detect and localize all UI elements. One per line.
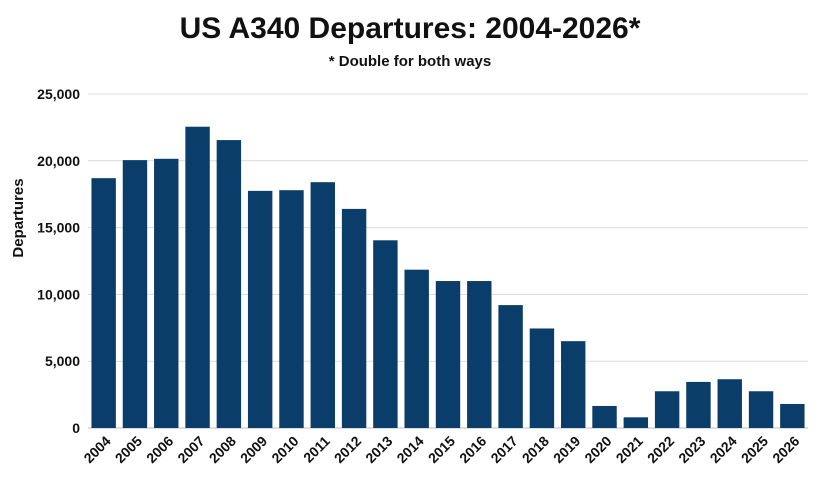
y-tick-label: 0 [72, 420, 80, 436]
y-tick-label: 15,000 [37, 220, 80, 236]
x-tick-label: 2012 [331, 433, 364, 466]
y-tick-label: 25,000 [37, 86, 80, 102]
bar-2025 [748, 391, 774, 428]
x-tick-label: 2007 [174, 433, 207, 466]
bar-2005 [122, 160, 148, 428]
y-tick-label: 20,000 [37, 153, 80, 169]
bar-2009 [247, 190, 273, 428]
x-tick-label: 2023 [675, 433, 708, 466]
x-tick-label: 2019 [550, 433, 583, 466]
x-tick-label: 2010 [268, 433, 301, 466]
bar-2011 [310, 182, 335, 428]
bar-2026 [780, 403, 805, 428]
x-tick-label: 2008 [206, 433, 239, 466]
bar-2004 [91, 178, 116, 428]
bar-2024 [717, 379, 742, 428]
x-tick-label: 2018 [519, 433, 552, 466]
x-tick-label: 2005 [112, 433, 145, 466]
x-tick-label: 2021 [613, 433, 646, 466]
x-tick-label: 2004 [80, 433, 113, 466]
x-tick-label: 2013 [362, 433, 395, 466]
bar-2006 [154, 158, 179, 428]
x-tick-label: 2006 [143, 433, 176, 466]
bar-2019 [561, 341, 586, 428]
x-tick-label: 2016 [456, 433, 489, 466]
y-tick-label: 5,000 [45, 353, 80, 369]
chart-subtitle: * Double for both ways [329, 53, 492, 70]
y-axis-label: Departures [10, 178, 27, 257]
x-tick-label: 2014 [393, 433, 426, 466]
bar-2010 [279, 190, 304, 428]
x-tick-label: 2020 [581, 433, 614, 466]
bar-2007 [185, 126, 210, 429]
bar-2008 [216, 140, 242, 429]
x-tick-label: 2015 [425, 433, 458, 466]
bar-2013 [373, 240, 398, 428]
bar-2018 [529, 328, 555, 428]
x-tick-label: 2026 [769, 433, 802, 466]
bar-2015 [435, 281, 461, 428]
bar-2022 [654, 391, 680, 428]
bar-2012 [341, 208, 367, 428]
bar-2021 [623, 417, 649, 428]
y-tick-label: 10,000 [37, 286, 80, 302]
x-tick-label: 2009 [237, 433, 270, 466]
bar-2016 [467, 281, 492, 428]
x-tick-label: 2025 [738, 433, 771, 466]
x-tick-label: 2022 [644, 433, 677, 466]
bar-2017 [498, 305, 523, 428]
x-tick-label: 2011 [300, 433, 333, 466]
bar-2023 [686, 381, 711, 428]
bar-2014 [404, 269, 429, 428]
x-tick-label: 2024 [707, 433, 740, 466]
bar-2020 [592, 405, 617, 428]
chart-title: US A340 Departures: 2004-2026* [180, 12, 641, 45]
x-tick-label: 2017 [487, 433, 520, 466]
